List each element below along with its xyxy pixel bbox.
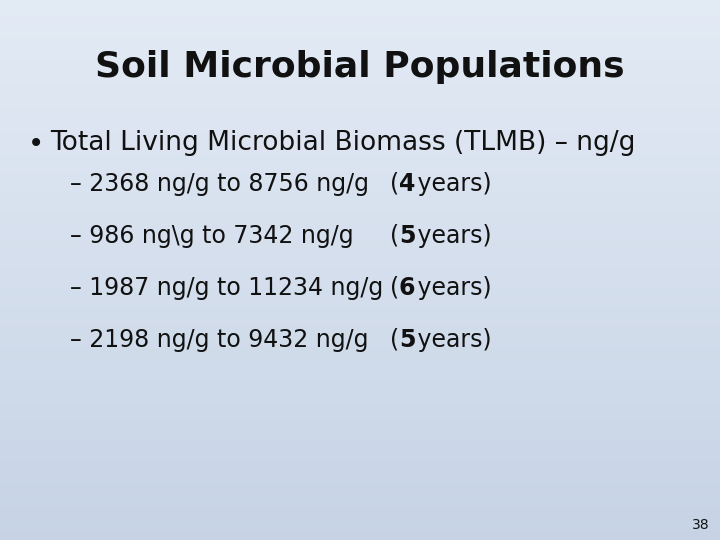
- Text: (: (: [390, 328, 399, 352]
- Text: years): years): [410, 172, 492, 196]
- Text: – 2368 ng/g to 8756 ng/g: – 2368 ng/g to 8756 ng/g: [70, 172, 369, 196]
- Text: (: (: [390, 224, 399, 248]
- Text: (: (: [390, 276, 399, 300]
- Text: 38: 38: [693, 518, 710, 532]
- Text: (: (: [390, 172, 399, 196]
- Text: •: •: [28, 130, 44, 158]
- Text: – 2198 ng/g to 9432 ng/g: – 2198 ng/g to 9432 ng/g: [70, 328, 369, 352]
- Text: – 1987 ng/g to 11234 ng/g: – 1987 ng/g to 11234 ng/g: [70, 276, 383, 300]
- Text: Soil Microbial Populations: Soil Microbial Populations: [95, 50, 625, 84]
- Text: years): years): [410, 224, 492, 248]
- Text: years): years): [410, 328, 492, 352]
- Text: Total Living Microbial Biomass (TLMB) – ng/g: Total Living Microbial Biomass (TLMB) – …: [50, 130, 635, 156]
- Text: years): years): [410, 276, 492, 300]
- Text: 4: 4: [399, 172, 415, 196]
- Text: – 986 ng\g to 7342 ng/g: – 986 ng\g to 7342 ng/g: [70, 224, 354, 248]
- Text: 6: 6: [399, 276, 415, 300]
- Text: 5: 5: [399, 224, 415, 248]
- Text: 5: 5: [399, 328, 415, 352]
